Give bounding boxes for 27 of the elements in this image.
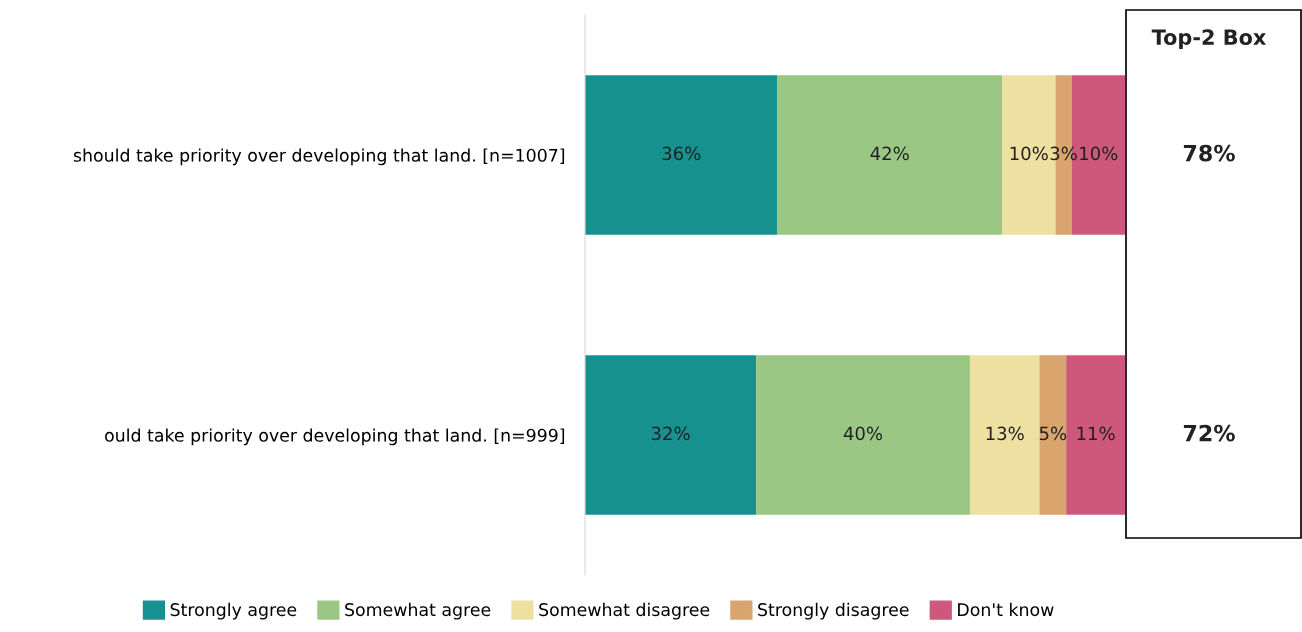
y-tick-label: ould take priority over developing that land. [n=999]	[105, 428, 565, 446]
data-label: 11%	[1077, 426, 1115, 441]
data-label: 13%	[986, 426, 1024, 441]
bar	[756, 355, 970, 515]
legend-label: Somewhat disagree	[539, 602, 710, 620]
bar	[1039, 355, 1067, 515]
data-label: 5%	[1039, 426, 1067, 441]
data-label: 3%	[1050, 146, 1077, 161]
y-tick-label: should take priority over developing that land. [n=1007]	[73, 148, 565, 166]
bar	[969, 355, 1040, 515]
data-label: 32%	[651, 426, 690, 441]
data-label: 10%	[1010, 146, 1048, 161]
legend-label: Somewhat agree	[345, 602, 491, 620]
bar	[585, 75, 778, 235]
data-label: 10%	[1080, 146, 1118, 161]
legend-label: Strongly agree	[170, 602, 297, 620]
bar	[1066, 355, 1125, 515]
text: 78%	[1183, 144, 1235, 162]
text: 72%	[1183, 424, 1235, 442]
data-label: 42%	[870, 146, 909, 161]
bar	[585, 355, 757, 515]
data-label: 36%	[662, 146, 701, 161]
data-label: 40%	[843, 426, 883, 441]
legend-label: Strongly disagree	[758, 602, 909, 620]
bar	[777, 75, 1003, 235]
legend-label: Don't know	[958, 602, 1054, 617]
text: Top-2 Box	[1151, 29, 1267, 50]
